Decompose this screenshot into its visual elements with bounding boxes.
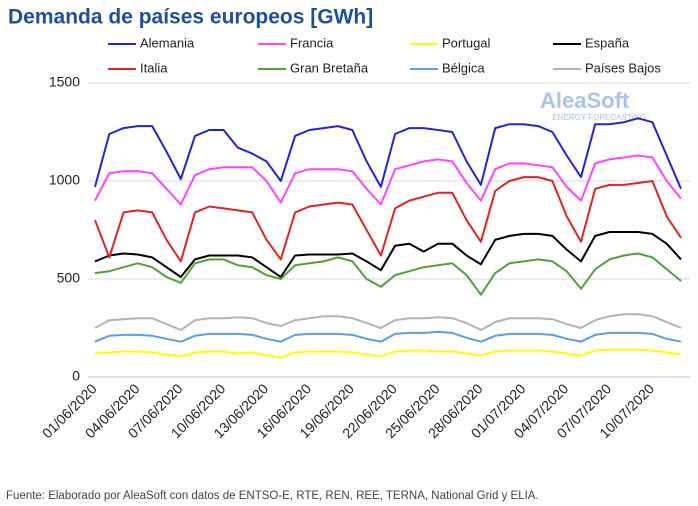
legend-label: Países Bajos: [585, 60, 661, 75]
series-line: [94, 231, 682, 278]
series-line: [94, 348, 682, 359]
legend-label: Bélgica: [442, 60, 485, 75]
legend-label: España: [585, 35, 630, 50]
logo-name: AleaSoft: [540, 88, 630, 113]
legend-label: Portugal: [442, 35, 491, 50]
series-line: [94, 176, 682, 263]
series-line: [94, 313, 682, 331]
logo-tagline: ENERGY FORECASTING: [552, 113, 646, 122]
series-line: [94, 154, 682, 206]
y-tick-label: 1500: [49, 74, 80, 90]
legend-label: Italia: [140, 60, 168, 75]
series-line: [94, 117, 682, 190]
series-line: [94, 252, 682, 296]
legend-label: Francia: [290, 35, 334, 50]
y-tick-label: 1000: [49, 172, 80, 188]
legend-label: Alemania: [140, 35, 195, 50]
legend-label: Gran Bretaña: [290, 60, 369, 75]
series-line: [94, 330, 682, 343]
source-note: Fuente: Elaborado por AleaSoft con datos…: [6, 490, 539, 502]
y-tick-label: 500: [57, 270, 81, 286]
y-tick-label: 0: [72, 368, 80, 384]
chart-title: Demanda de países europeos [GWh]: [8, 6, 373, 29]
